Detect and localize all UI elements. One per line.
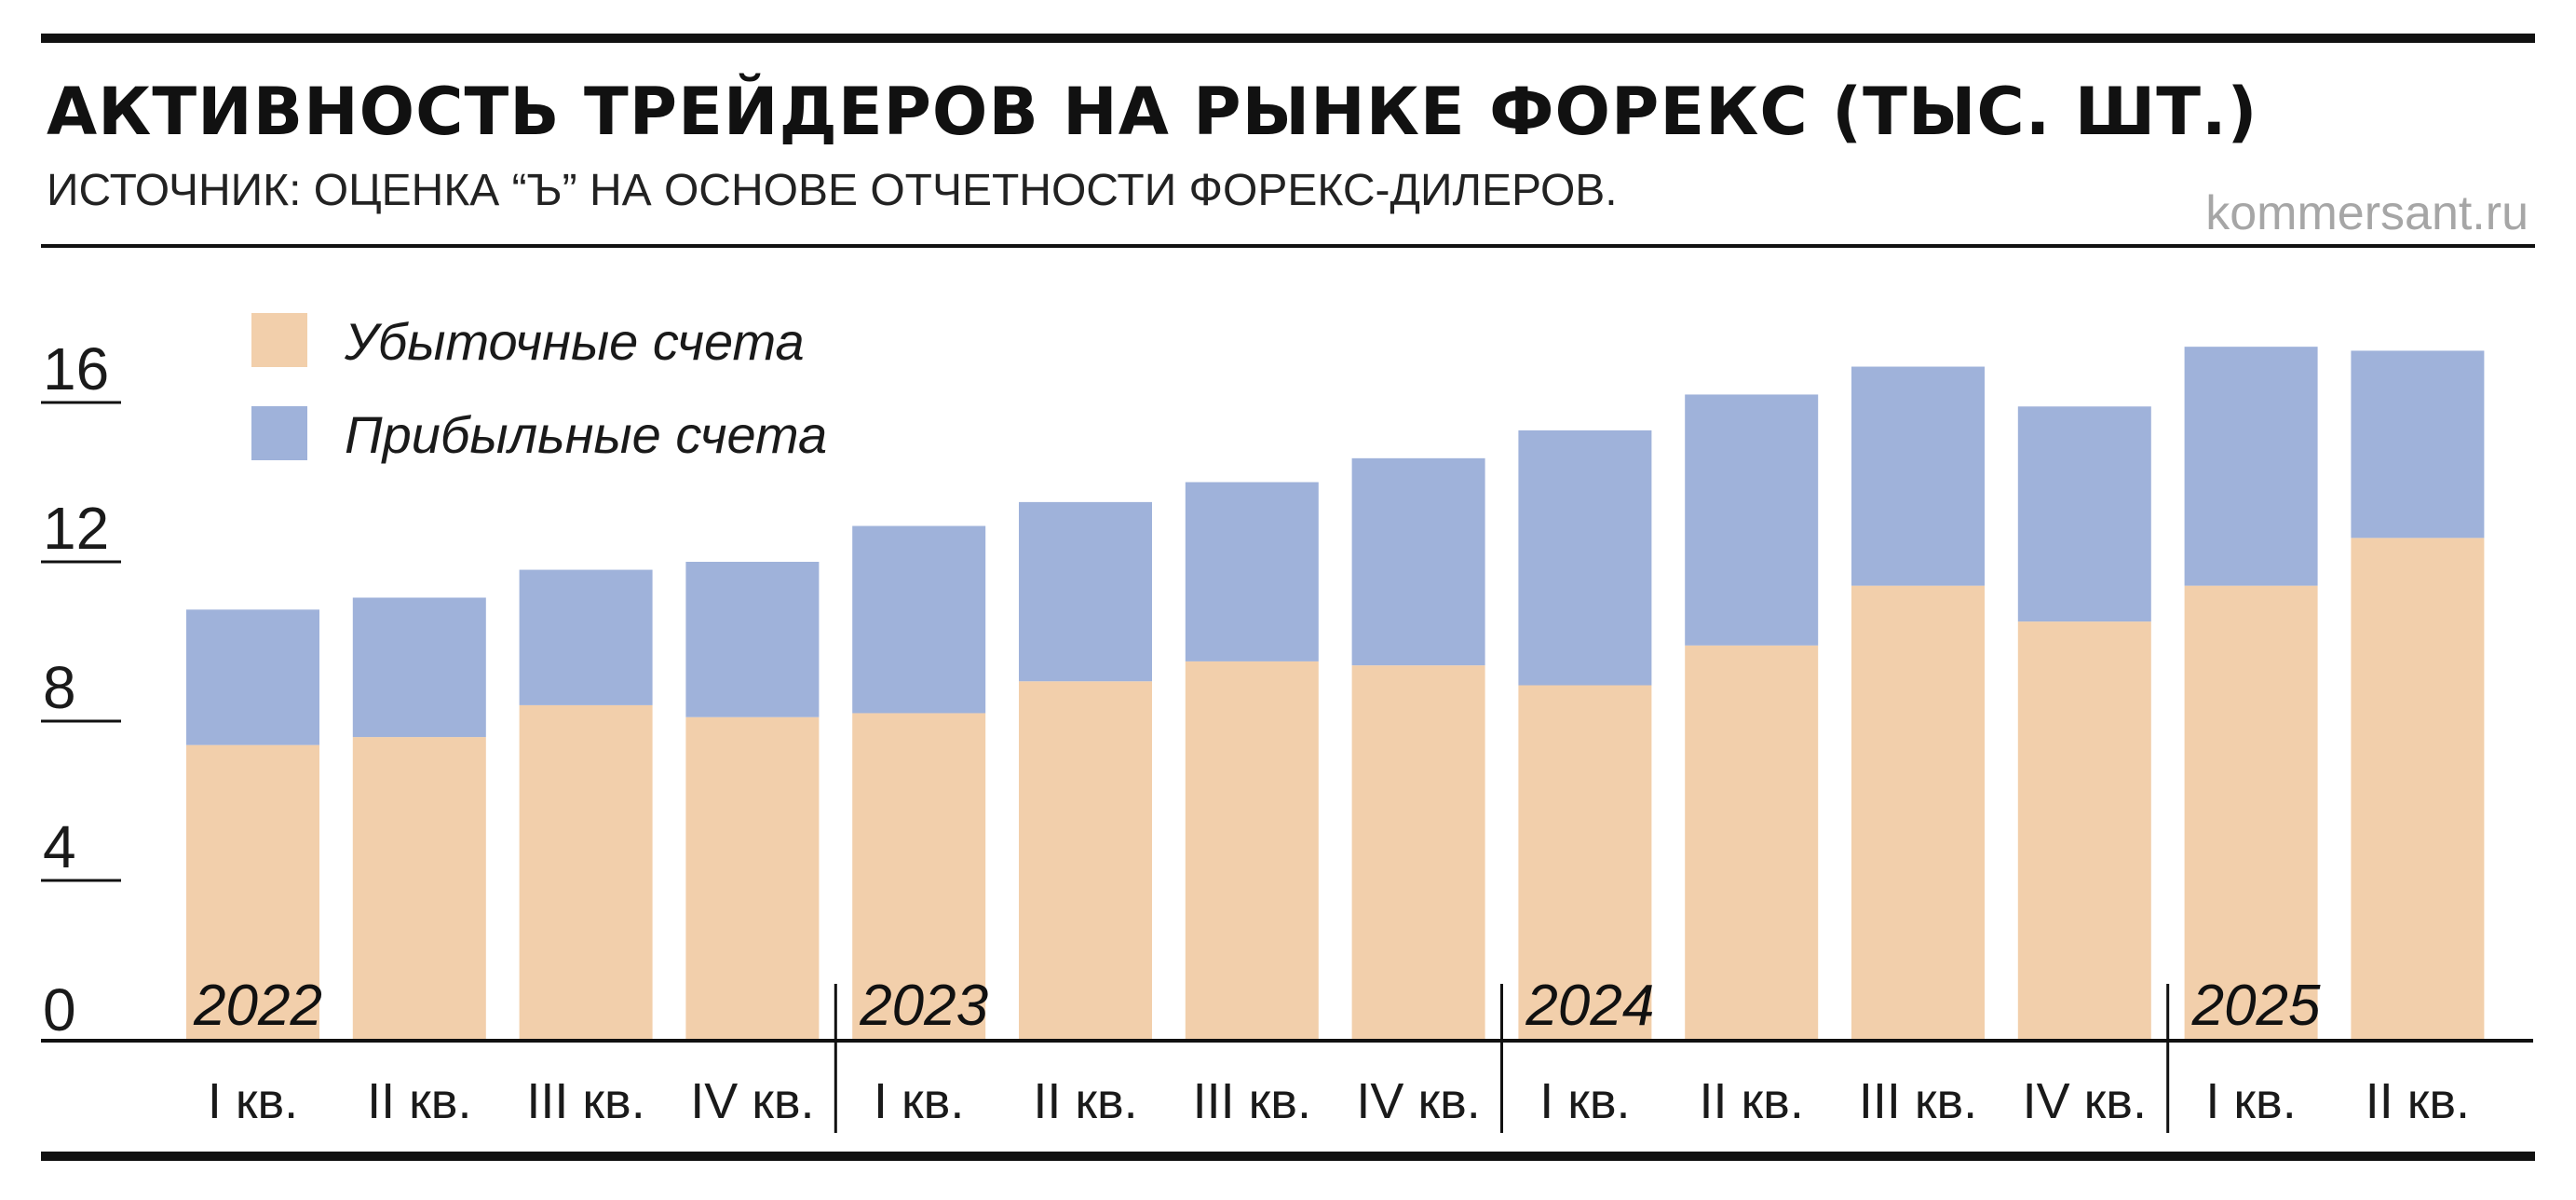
bars [186, 347, 2485, 1040]
x-tick-label: II кв. [2366, 1073, 2470, 1129]
y-tick-label: 8 [43, 654, 76, 721]
bar-profit [1351, 457, 1485, 666]
bar-loss [1685, 645, 1819, 1040]
bar-profit [186, 609, 319, 745]
x-tick-label: III кв. [1193, 1073, 1311, 1129]
bar-loss [685, 716, 820, 1040]
x-tick-label: I кв. [2205, 1073, 2296, 1129]
x-tick-label: I кв. [874, 1073, 964, 1129]
header-rule [41, 244, 2535, 248]
bar-loss [1185, 661, 1319, 1040]
legend-label: Убыточные счета [344, 312, 805, 371]
y-tick-line [41, 879, 121, 882]
legend-swatch [251, 406, 307, 460]
bar-loss [1351, 665, 1485, 1040]
x-tick-label: II кв. [367, 1073, 471, 1129]
chart-subtitle: ИСТОЧНИК: ОЦЕНКА “Ъ” НА ОСНОВЕ ОТЧЕТНОСТ… [47, 166, 1618, 215]
bar-profit [2017, 406, 2151, 622]
x-axis-baseline [41, 1039, 2533, 1043]
bar-profit [352, 597, 486, 738]
bar-loss [186, 744, 319, 1040]
bar-loss [352, 737, 486, 1040]
year-separator [834, 984, 837, 1133]
x-tick-label: I кв. [208, 1073, 298, 1129]
chart-title: АКТИВНОСТЬ ТРЕЙДЕРОВ НА РЫНКЕ ФОРЕКС (ТЫ… [47, 74, 2258, 150]
bar-loss [519, 704, 653, 1040]
x-tick-label: IV кв. [2023, 1073, 2147, 1129]
bar-profit [2184, 347, 2318, 586]
year-label: 2024 [1525, 974, 1654, 1038]
bar-loss [1851, 585, 1985, 1040]
x-tick-label: III кв. [526, 1073, 644, 1129]
year-label: 2025 [2191, 974, 2321, 1038]
year-label: 2022 [193, 974, 322, 1038]
bar-profit [852, 525, 986, 714]
y-tick-label: 12 [43, 495, 109, 562]
bar-profit [519, 569, 653, 705]
legend: Убыточные счета Прибыльные счета [251, 312, 827, 464]
bar-profit [1518, 430, 1652, 686]
year-label: 2023 [859, 974, 988, 1038]
y-tick-line [41, 401, 121, 404]
bar-loss [2017, 621, 2151, 1040]
x-axis: 2022 2023 2024 2025 I кв. II кв. III кв. IV кв.… [41, 974, 2533, 1133]
year-separator [2166, 984, 2170, 1133]
year-separator [1500, 984, 1503, 1133]
bar-profit [1851, 366, 1985, 586]
y-tick-line [41, 719, 121, 723]
bar-profit [1185, 482, 1319, 661]
x-tick-label: II кв. [1700, 1073, 1804, 1129]
bar-loss [2184, 585, 2318, 1040]
bottom-rule [41, 1152, 2535, 1161]
bar-profit [1019, 501, 1152, 682]
bar-profit [685, 562, 820, 717]
legend-swatch [251, 313, 307, 367]
y-tick-label: 16 [43, 335, 109, 402]
source-credit: kommersant.ru [2205, 186, 2529, 240]
legend-label: Прибыльные счета [345, 405, 827, 464]
bar-loss [2351, 538, 2485, 1040]
y-tick-label: 4 [43, 813, 76, 880]
x-tick-label: I кв. [1539, 1073, 1630, 1129]
y-tick-label: 0 [43, 976, 76, 1043]
bar-loss [1019, 681, 1152, 1040]
x-tick-label: II кв. [1033, 1073, 1137, 1129]
y-axis: 0 4 8 12 16 [41, 335, 121, 1043]
bar-loss [1518, 685, 1652, 1040]
top-rule [41, 34, 2535, 43]
x-tick-label: IV кв. [1356, 1073, 1480, 1129]
x-tick-label: IV кв. [690, 1073, 814, 1129]
x-tick-label: III кв. [1859, 1073, 1977, 1129]
y-tick-line [41, 560, 121, 564]
bar-profit [1685, 394, 1819, 646]
bar-profit [2351, 350, 2485, 539]
bar-loss [852, 713, 986, 1040]
